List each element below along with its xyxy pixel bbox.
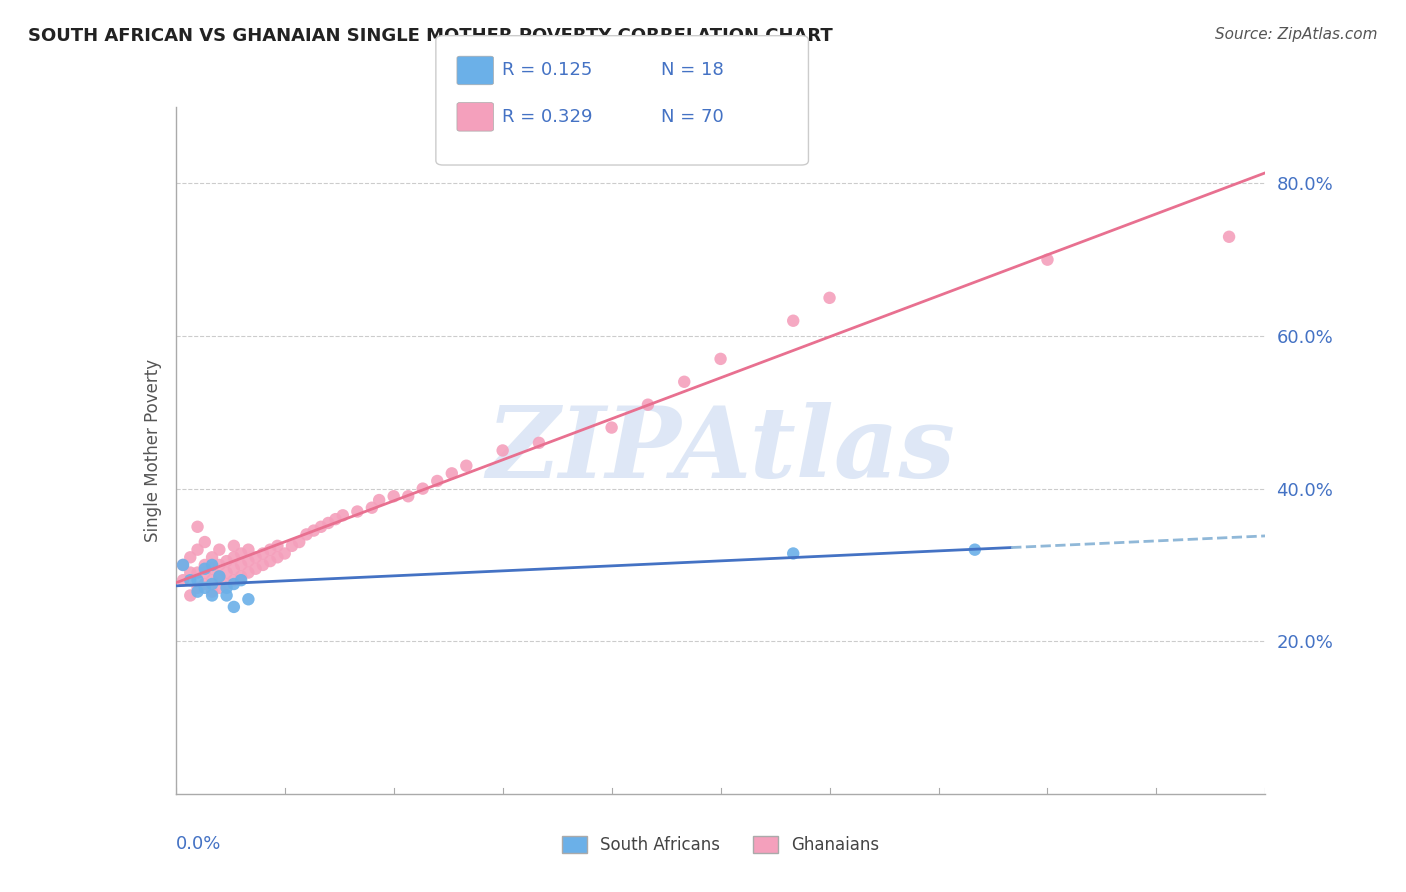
Point xyxy=(222,562,245,576)
Point xyxy=(440,467,463,481)
Point xyxy=(194,566,217,580)
Point xyxy=(179,573,201,587)
Point xyxy=(266,539,288,553)
Text: 0.0%: 0.0% xyxy=(176,835,221,853)
Point xyxy=(281,539,304,553)
Point xyxy=(201,558,224,572)
Point xyxy=(179,566,201,580)
Point xyxy=(172,558,194,572)
Point xyxy=(186,542,209,557)
Point xyxy=(325,512,347,526)
Text: R = 0.125: R = 0.125 xyxy=(502,62,592,79)
Point xyxy=(231,558,253,572)
Point xyxy=(238,542,260,557)
Text: Source: ZipAtlas.com: Source: ZipAtlas.com xyxy=(1215,27,1378,42)
Point xyxy=(782,546,804,561)
Point xyxy=(252,546,274,561)
Point xyxy=(201,573,224,587)
Point xyxy=(818,291,841,305)
Point xyxy=(426,474,449,488)
Point xyxy=(302,524,325,538)
Point xyxy=(186,566,209,580)
Point xyxy=(231,569,253,583)
Point xyxy=(215,581,238,595)
Point xyxy=(673,375,696,389)
Point xyxy=(231,573,253,587)
Legend: South Africans, Ghanaians: South Africans, Ghanaians xyxy=(555,830,886,861)
Point xyxy=(215,589,238,603)
Point xyxy=(318,516,340,530)
Point xyxy=(194,577,217,591)
Point xyxy=(194,581,217,595)
Point xyxy=(245,550,267,565)
Point xyxy=(208,558,231,572)
Point xyxy=(222,573,245,587)
Point xyxy=(245,562,267,576)
Point xyxy=(346,504,368,518)
Point xyxy=(231,546,253,561)
Point xyxy=(295,527,318,541)
Point xyxy=(252,558,274,572)
Point xyxy=(201,550,224,565)
Point xyxy=(238,566,260,580)
Point xyxy=(194,562,217,576)
Point xyxy=(710,351,733,366)
Point xyxy=(208,569,231,583)
Point xyxy=(194,558,217,572)
Text: SOUTH AFRICAN VS GHANAIAN SINGLE MOTHER POVERTY CORRELATION CHART: SOUTH AFRICAN VS GHANAIAN SINGLE MOTHER … xyxy=(28,27,832,45)
Y-axis label: Single Mother Poverty: Single Mother Poverty xyxy=(143,359,162,542)
Point xyxy=(259,554,281,568)
Point xyxy=(1036,252,1059,267)
Point xyxy=(637,398,659,412)
Point xyxy=(527,435,550,450)
Point xyxy=(186,573,209,587)
Point xyxy=(238,592,260,607)
Point xyxy=(208,581,231,595)
Point xyxy=(963,542,986,557)
Point xyxy=(259,542,281,557)
Point xyxy=(309,520,332,534)
Point xyxy=(201,589,224,603)
Point xyxy=(492,443,515,458)
Point xyxy=(172,573,194,587)
Point xyxy=(222,539,245,553)
Point xyxy=(222,577,245,591)
Point xyxy=(332,508,354,523)
Point xyxy=(396,489,419,503)
Point xyxy=(215,566,238,580)
Point xyxy=(600,420,623,434)
Text: N = 70: N = 70 xyxy=(661,108,724,126)
Point xyxy=(368,493,391,508)
Point xyxy=(208,542,231,557)
Point xyxy=(1218,229,1240,244)
Point xyxy=(208,569,231,583)
Point xyxy=(201,577,224,591)
Point xyxy=(782,314,804,328)
Point xyxy=(222,599,245,614)
Point xyxy=(412,482,434,496)
Point xyxy=(179,589,201,603)
Point xyxy=(222,550,245,565)
Point xyxy=(186,520,209,534)
Point xyxy=(215,554,238,568)
Point xyxy=(266,550,288,565)
Point xyxy=(360,500,382,515)
Point xyxy=(215,577,238,591)
Text: N = 18: N = 18 xyxy=(661,62,724,79)
Point xyxy=(274,546,297,561)
Point xyxy=(179,550,201,565)
Text: R = 0.329: R = 0.329 xyxy=(502,108,592,126)
Point xyxy=(201,562,224,576)
Point xyxy=(186,584,209,599)
Point xyxy=(456,458,478,473)
Point xyxy=(186,581,209,595)
Text: ZIPAtlas: ZIPAtlas xyxy=(486,402,955,499)
Point xyxy=(238,554,260,568)
Point xyxy=(382,489,405,503)
Point xyxy=(172,558,194,572)
Point xyxy=(288,535,311,549)
Point xyxy=(201,584,224,599)
Point xyxy=(194,535,217,549)
